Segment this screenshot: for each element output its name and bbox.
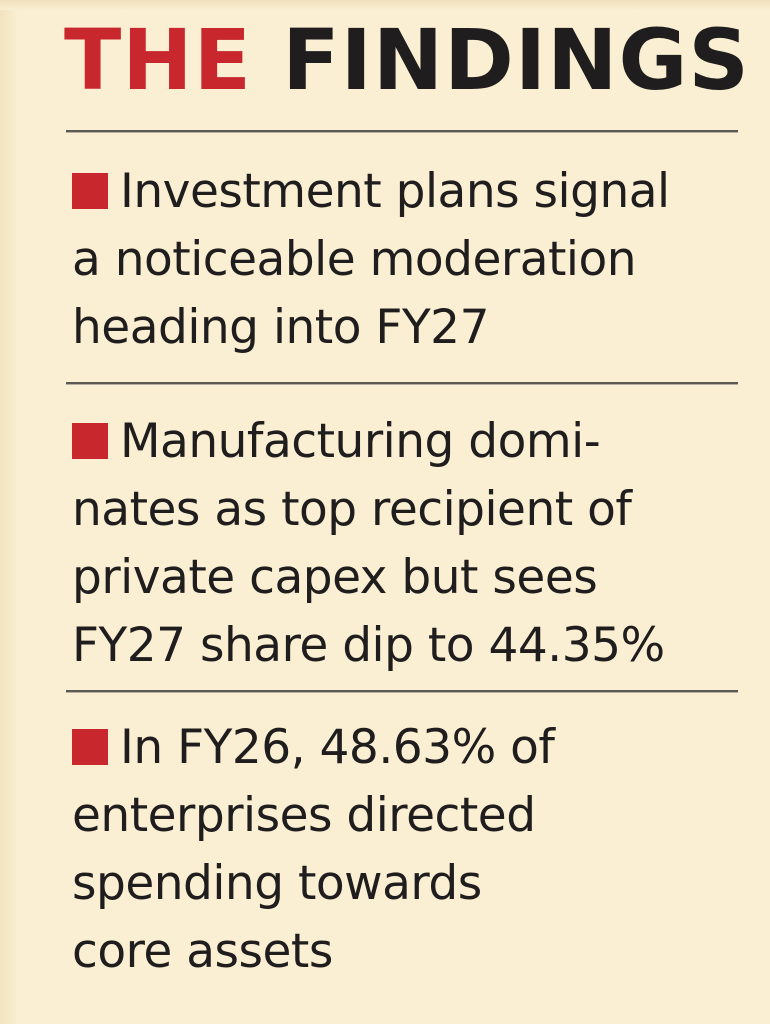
finding-2-line-3: private capex but sees	[72, 550, 598, 605]
title-accent-word: THE	[64, 11, 252, 109]
finding-3-line-1-text: In FY26, 48.63% of	[120, 720, 555, 775]
page-title: THE FINDINGS	[64, 10, 750, 110]
finding-1-line-2: a noticeable moderation	[72, 232, 637, 287]
finding-3-line-4: core assets	[72, 924, 333, 979]
finding-2-line-2: nates as top recipient of	[72, 482, 632, 537]
finding-3-line-2: enterprises directed	[72, 788, 536, 843]
divider-middle	[66, 382, 738, 385]
finding-3-line-3: spending towards	[72, 856, 482, 911]
divider-bottom	[66, 690, 738, 693]
bullet-square-icon	[72, 173, 108, 209]
finding-item-2: Manufacturing domi- nates as top recipie…	[72, 408, 742, 680]
finding-1-line-1-text: Investment plans signal	[120, 164, 670, 219]
finding-2-line-4: FY27 share dip to 44.35%	[72, 618, 665, 673]
finding-1-line-3: heading into FY27	[72, 300, 489, 355]
finding-item-1: Investment plans signal a noticeable mod…	[72, 158, 742, 362]
bullet-square-icon	[72, 423, 108, 459]
page-top-shadow	[0, 0, 770, 10]
bullet-square-icon	[72, 729, 108, 765]
finding-item-3: In FY26, 48.63% of enterprises directed …	[72, 714, 742, 986]
divider-top	[66, 130, 738, 133]
finding-1-line-1: Investment plans signal	[72, 158, 742, 226]
finding-2-line-1-text: Manufacturing domi-	[120, 414, 601, 469]
title-main-word: FINDINGS	[282, 11, 750, 109]
finding-2-line-1: Manufacturing domi-	[72, 408, 742, 476]
finding-3-line-1: In FY26, 48.63% of	[72, 714, 742, 782]
page-edge-shadow	[0, 0, 18, 1024]
